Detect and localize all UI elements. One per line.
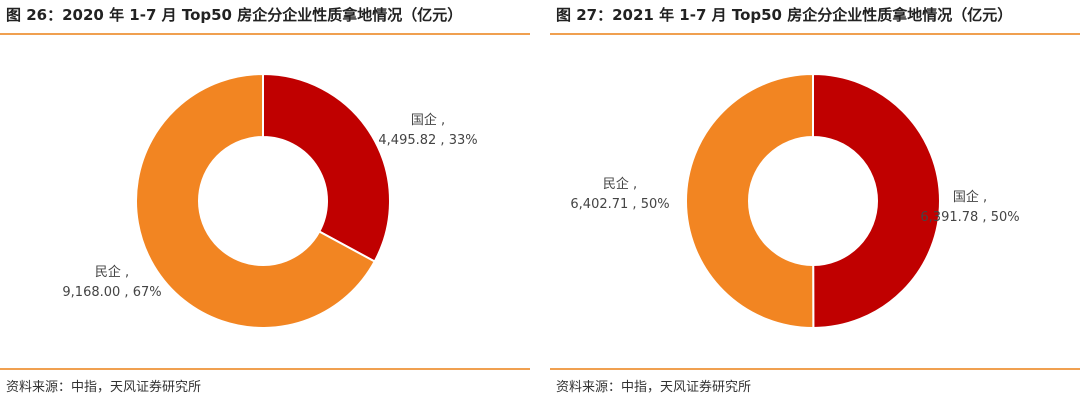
chart-panel-2021: 图 27：2021 年 1-7 月 Top50 房企分企业性质拿地情况（亿元） … — [550, 0, 1080, 401]
label-private-name: 民企 , — [603, 176, 637, 192]
title-divider — [0, 33, 530, 35]
slice-private — [685, 72, 815, 330]
donut-chart-2021: 国企 , 6,391.78 , 50% 民企 , 6,402.71 , 50% — [570, 72, 1020, 330]
slice-private — [135, 72, 377, 329]
chart-panel-2020: 图 26：2020 年 1-7 月 Top50 房企分企业性质拿地情况（亿元） … — [0, 0, 530, 401]
label-soe-name: 国企 , — [411, 112, 445, 128]
title-divider — [550, 33, 1080, 35]
label-soe-value: 6,391.78 , 50% — [920, 210, 1019, 225]
source-note: 资料来源：中指，天风证券研究所 — [6, 380, 202, 395]
chart-title: 图 26：2020 年 1-7 月 Top50 房企分企业性质拿地情况（亿元） — [6, 6, 463, 24]
chart-title: 图 27：2021 年 1-7 月 Top50 房企分企业性质拿地情况（亿元） — [556, 6, 1013, 24]
label-private-name: 民企 , — [95, 264, 129, 280]
source-divider — [0, 368, 530, 370]
donut-chart-2020: 国企 , 4,495.82 , 33% 民企 , 9,168.00 , 67% — [62, 72, 478, 329]
label-soe-name: 国企 , — [953, 189, 987, 205]
slice-soe — [812, 72, 942, 330]
source-note: 资料来源：中指，天风证券研究所 — [556, 380, 752, 395]
label-private-value: 6,402.71 , 50% — [570, 197, 669, 212]
label-soe-value: 4,495.82 , 33% — [378, 133, 477, 148]
source-divider — [550, 368, 1080, 370]
label-private-value: 9,168.00 , 67% — [62, 285, 161, 300]
slice-soe — [262, 72, 391, 263]
